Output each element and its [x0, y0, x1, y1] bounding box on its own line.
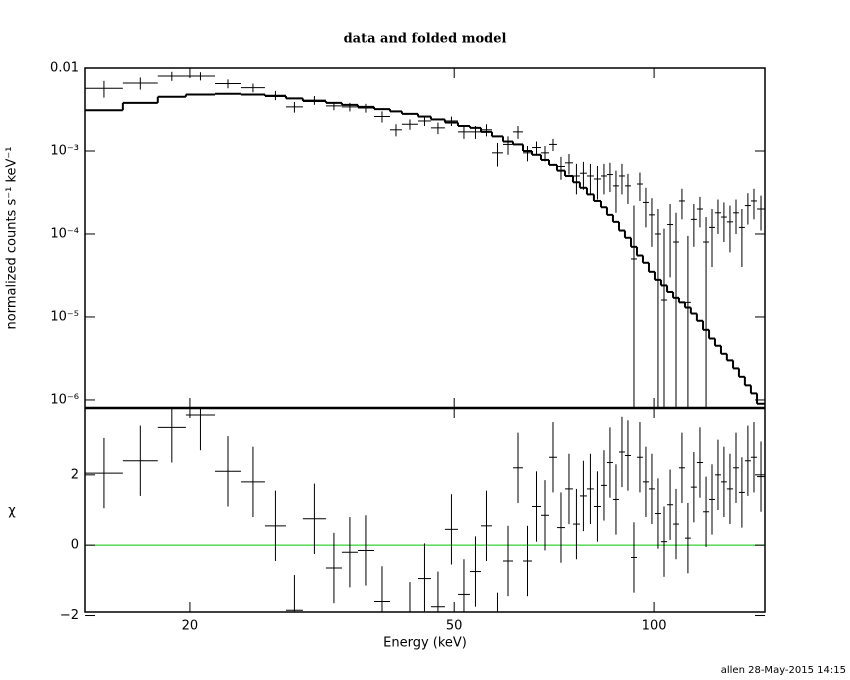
x-tick-label: 20	[182, 619, 199, 634]
x-tick-label: 100	[642, 619, 667, 634]
residual-panel	[85, 408, 765, 612]
y-axis-label: χ	[8, 504, 16, 519]
y-tick-label: 10⁻⁶	[50, 392, 79, 407]
y-tick-label: 0.01	[50, 61, 79, 76]
y-tick-label: 10⁻³	[50, 143, 79, 158]
y-tick-label: 10⁻⁵	[50, 309, 79, 324]
y-tick-label: −2	[60, 608, 79, 623]
y-tick-label: 10⁻⁴	[50, 226, 79, 241]
y-axis-label: normalized counts s⁻¹ keV⁻¹	[5, 147, 20, 330]
x-axis-label: Energy (keV)	[383, 636, 467, 651]
spectrum-panel	[85, 71, 765, 408]
plot-frame	[84, 67, 766, 613]
chart-title: data and folded model	[344, 32, 507, 47]
y-tick-label: 0	[71, 538, 79, 553]
x-tick-label: 50	[446, 619, 463, 634]
footer: allen 28-May-2015 14:15	[721, 665, 846, 676]
y-tick-label: 2	[71, 467, 79, 482]
